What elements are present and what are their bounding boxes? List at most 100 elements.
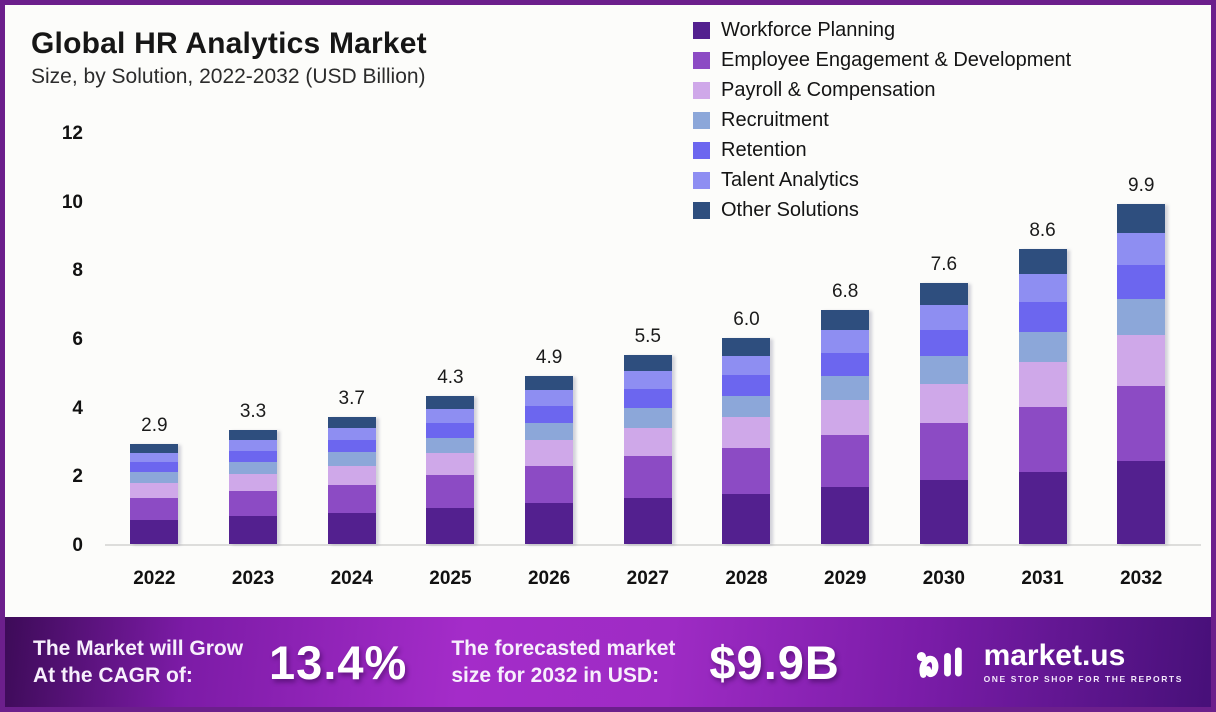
bar-column-2028: 6.0 <box>697 309 796 544</box>
forecast-label-line2: size for 2032 in USD: <box>451 664 660 687</box>
legend-swatch-payroll-compensation <box>693 81 710 99</box>
segment-recruitment <box>229 461 278 474</box>
chart-subtitle: Size, by Solution, 2022-2032 (USD Billio… <box>31 65 426 88</box>
segment-workforce-planning <box>1117 460 1166 544</box>
segment-other-solutions <box>1018 248 1067 274</box>
forecast-label: The forecasted market size for 2032 in U… <box>451 635 675 690</box>
segment-recruitment <box>426 437 475 454</box>
segment-payroll-compensation <box>1018 362 1067 407</box>
stacked-bar-2032 <box>1117 203 1166 544</box>
stacked-bar-2027 <box>623 354 672 544</box>
segment-talent-analytics <box>919 305 968 331</box>
x-label-2024: 2024 <box>330 568 373 589</box>
bar-column-2022: 2.9 <box>105 415 204 544</box>
segment-payroll-compensation <box>525 440 574 466</box>
x-label-2031: 2031 <box>1021 568 1064 589</box>
segment-talent-analytics <box>1018 273 1067 303</box>
segment-retention <box>623 388 672 408</box>
segment-recruitment <box>327 452 376 466</box>
legend-swatch-talent-analytics <box>693 171 710 189</box>
segment-other-solutions <box>525 375 574 390</box>
segment-retention <box>1018 302 1067 332</box>
segment-talent-analytics <box>722 355 771 376</box>
segment-retention <box>821 352 870 376</box>
segment-workforce-planning <box>525 502 574 544</box>
legend-swatch-employee-engagement-development <box>693 51 710 69</box>
segment-employee-engagement-development <box>1117 385 1166 461</box>
segment-talent-analytics <box>821 330 870 353</box>
segment-employee-engagement-development <box>327 485 376 513</box>
segment-talent-analytics <box>623 371 672 389</box>
x-label-2027: 2027 <box>626 568 669 589</box>
segment-recruitment <box>1018 331 1067 363</box>
segment-workforce-planning <box>722 493 771 544</box>
segment-retention <box>327 439 376 453</box>
x-axis: 2022 2023 2024 2025 2026 2027 2028 2029 2030 2031… <box>105 568 1201 590</box>
segment-employee-engagement-development <box>919 422 968 481</box>
segment-other-solutions <box>919 283 968 306</box>
bottom-banner: The Market will Grow At the CAGR of: 13.… <box>5 617 1211 707</box>
segment-payroll-compensation <box>1117 334 1166 386</box>
segment-retention <box>426 422 475 438</box>
legend-swatch-recruitment <box>693 111 710 129</box>
bar-total-label-2031: 8.6 <box>1029 219 1056 241</box>
stacked-bar-2030 <box>919 283 968 544</box>
segment-payroll-compensation <box>130 482 179 498</box>
cagr-label: The Market will Grow At the CAGR of: <box>33 635 243 690</box>
y-tick-2: 2 <box>72 466 83 488</box>
x-label-2029: 2029 <box>824 568 867 589</box>
stacked-bar-2026 <box>525 375 574 544</box>
segment-recruitment <box>821 375 870 401</box>
legend-label-talent-analytics: Talent Analytics <box>721 168 859 191</box>
bar-column-2029: 6.8 <box>796 281 895 544</box>
segment-retention <box>130 462 179 473</box>
y-axis: 0 2 4 6 8 10 12 <box>25 123 83 556</box>
legend-item-recruitment: Recruitment <box>693 105 1071 135</box>
legend-item-employee-engagement-development: Employee Engagement & Development <box>693 45 1071 75</box>
segment-recruitment <box>722 395 771 418</box>
legend-label-other-solutions: Other Solutions <box>721 198 859 221</box>
brand-tagline: ONE STOP SHOP FOR THE REPORTS <box>983 673 1183 684</box>
stacked-bar-2024 <box>327 417 376 544</box>
segment-talent-analytics <box>426 408 475 423</box>
bar-total-label-2030: 7.6 <box>930 254 958 276</box>
segment-workforce-planning <box>426 508 475 544</box>
segment-payroll-compensation <box>327 465 376 486</box>
segment-workforce-planning <box>919 480 968 544</box>
bar-column-2032: 9.9 <box>1092 175 1191 544</box>
segment-workforce-planning <box>327 512 376 544</box>
segment-employee-engagement-development <box>525 465 574 503</box>
y-tick-8: 8 <box>72 260 83 282</box>
segment-talent-analytics <box>525 389 574 407</box>
legend-swatch-other-solutions <box>693 201 710 219</box>
bar-column-2023: 3.3 <box>204 401 303 544</box>
x-label-2030: 2030 <box>922 568 965 589</box>
market-us-logo-mark <box>916 647 962 678</box>
stacked-bar-2022 <box>130 444 179 544</box>
bar-total-label-2026: 4.9 <box>535 346 563 368</box>
segment-employee-engagement-development <box>821 435 870 487</box>
legend-swatch-retention <box>693 141 710 159</box>
segment-employee-engagement-development <box>722 448 771 494</box>
segment-retention <box>525 406 574 423</box>
x-label-2023: 2023 <box>231 568 275 589</box>
legend-item-talent-analytics: Talent Analytics <box>693 165 1071 195</box>
legend-item-payroll-compensation: Payroll & Compensation <box>693 75 1071 105</box>
x-label-2032: 2032 <box>1120 568 1163 589</box>
segment-other-solutions <box>229 430 278 441</box>
cagr-label-line1: The Market will Grow <box>33 636 244 660</box>
segment-talent-analytics <box>229 440 278 451</box>
x-label-2028: 2028 <box>725 568 768 589</box>
segment-payroll-compensation <box>722 417 771 449</box>
segment-employee-engagement-development <box>1018 406 1067 472</box>
segment-talent-analytics <box>327 427 376 440</box>
segment-workforce-planning <box>229 516 278 544</box>
segment-workforce-planning <box>1018 471 1067 544</box>
legend: Workforce Planning Employee Engagement & … <box>693 15 1071 225</box>
segment-employee-engagement-development <box>426 475 475 508</box>
legend-label-recruitment: Recruitment <box>721 108 829 131</box>
bar-column-2031: 8.6 <box>993 220 1092 544</box>
brand-name: market.us <box>983 638 1126 672</box>
legend-swatch-workforce-planning <box>693 21 710 39</box>
bar-total-label-2025: 4.3 <box>437 367 464 389</box>
